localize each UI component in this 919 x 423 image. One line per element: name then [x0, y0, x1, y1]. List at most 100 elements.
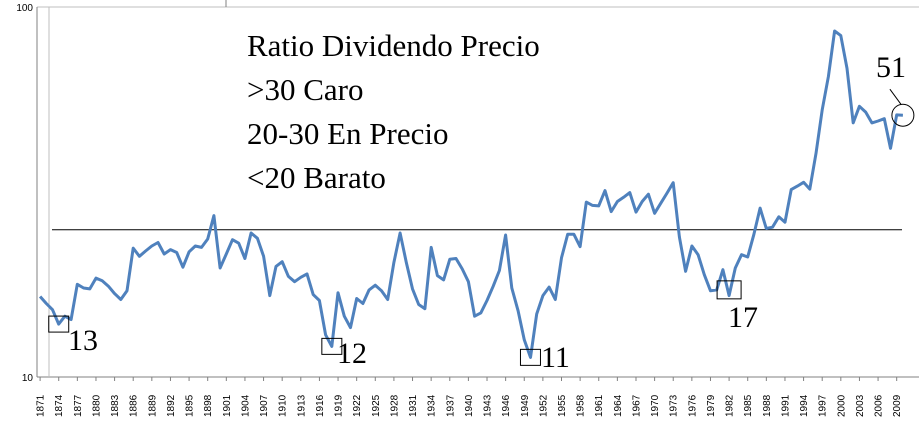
data-point-1959 [585, 201, 588, 204]
data-point-1892 [169, 248, 172, 251]
data-point-1880 [95, 277, 98, 280]
data-point-1935 [436, 274, 439, 277]
data-point-1883 [113, 292, 116, 295]
data-point-1950 [529, 356, 532, 359]
data-point-1990 [777, 215, 780, 218]
data-point-1932 [417, 303, 420, 306]
x-tick-label-1922: 1922 [352, 394, 363, 417]
x-tick-label-1958: 1958 [576, 394, 587, 417]
data-point-1971 [659, 202, 662, 205]
data-point-1911 [287, 275, 290, 278]
data-point-1902 [231, 238, 234, 241]
data-point-1991 [784, 221, 787, 224]
data-point-1967 [635, 211, 638, 214]
data-point-1981 [721, 268, 724, 271]
title-line-4: <20 Barato [247, 160, 386, 195]
data-point-1871 [39, 295, 42, 298]
data-point-1952 [541, 294, 544, 297]
data-point-1989 [771, 226, 774, 229]
chart-title-block: Ratio Dividendo Precio >30 Caro 20-30 En… [247, 28, 540, 195]
x-tick-label-1907: 1907 [259, 394, 270, 417]
x-tick-label-1886: 1886 [129, 394, 140, 417]
data-point-1937 [448, 258, 451, 261]
data-point-1907 [262, 255, 265, 258]
data-point-1873 [51, 308, 54, 311]
data-point-1978 [703, 273, 706, 276]
data-point-1904 [243, 257, 246, 260]
data-point-1992 [790, 188, 793, 191]
data-point-1881 [101, 279, 104, 282]
x-tick-label-1931: 1931 [408, 394, 419, 417]
data-point-1897 [200, 246, 203, 249]
data-point-1984 [740, 253, 743, 256]
data-point-1876 [70, 318, 73, 321]
data-point-1927 [386, 298, 389, 301]
x-tick-label-1979: 1979 [706, 394, 717, 417]
annotation-label-1874: 13 [68, 324, 98, 357]
data-point-1995 [808, 188, 811, 191]
data-point-1999 [833, 30, 836, 33]
data-point-1994 [802, 181, 805, 184]
data-point-1877 [76, 283, 79, 286]
data-point-2002 [852, 121, 855, 124]
x-tick-label-1946: 1946 [501, 394, 512, 417]
x-tick-label-1877: 1877 [73, 394, 84, 417]
x-tick-label-1943: 1943 [483, 394, 494, 417]
x-tick-label-2006: 2006 [874, 394, 885, 417]
annotation-marker-1982 [716, 280, 742, 300]
data-point-1948 [517, 309, 520, 312]
data-point-1982 [728, 294, 731, 297]
data-point-1886 [132, 247, 135, 250]
data-point-1983 [734, 267, 737, 270]
data-point-1917 [324, 333, 327, 336]
x-tick-label-1913: 1913 [296, 394, 307, 417]
data-point-1910 [281, 260, 284, 263]
data-point-1878 [82, 287, 85, 290]
data-point-1889 [150, 245, 153, 248]
data-point-1968 [641, 200, 644, 203]
data-point-1925 [374, 284, 377, 287]
x-tick-label-1880: 1880 [91, 394, 102, 417]
data-point-1939 [461, 267, 464, 270]
x-tick-label-1904: 1904 [240, 394, 251, 417]
data-point-1961 [597, 204, 600, 207]
x-tick-label-2009: 2009 [892, 394, 903, 417]
data-point-2004 [864, 111, 867, 114]
data-point-1945 [498, 269, 501, 272]
data-point-1920 [343, 315, 346, 318]
x-tick-label-1934: 1934 [427, 394, 438, 417]
x-tick-label-1982: 1982 [725, 394, 736, 417]
data-point-1944 [492, 285, 495, 288]
title-line-3: 20-30 En Precio [247, 116, 448, 151]
data-point-1908 [268, 294, 271, 297]
x-tick-label-1976: 1976 [687, 394, 698, 417]
data-point-1946 [504, 234, 507, 237]
data-point-1931 [411, 287, 414, 290]
x-tick-label-1940: 1940 [464, 394, 475, 417]
data-point-1966 [628, 191, 631, 194]
series-line [38, 29, 903, 359]
data-point-1915 [312, 293, 315, 296]
x-tick-label-1994: 1994 [799, 394, 810, 417]
x-tick-label-1949: 1949 [520, 394, 531, 417]
x-ticks [39, 377, 898, 381]
annotation-label-1918: 12 [337, 337, 367, 370]
data-point-1893 [175, 251, 178, 254]
data-point-1918 [330, 345, 333, 348]
data-point-1888 [144, 250, 147, 253]
data-point-1938 [455, 257, 458, 260]
data-point-1943 [486, 299, 489, 302]
data-point-1916 [318, 299, 321, 302]
data-point-1940 [467, 280, 470, 283]
data-point-1965 [622, 196, 625, 199]
x-tick-label-1901: 1901 [222, 394, 233, 417]
data-point-1924 [368, 288, 371, 291]
data-points [39, 30, 905, 359]
data-point-1884 [119, 298, 122, 301]
data-point-1941 [473, 315, 476, 318]
data-point-1882 [107, 285, 110, 288]
data-point-2001 [846, 67, 849, 70]
data-point-1914 [306, 272, 309, 275]
data-point-1906 [256, 237, 259, 240]
